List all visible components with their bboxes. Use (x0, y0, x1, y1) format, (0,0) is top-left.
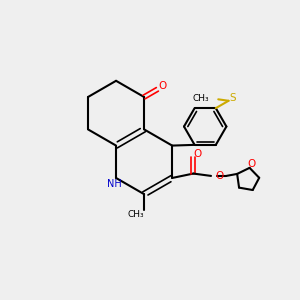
Text: O: O (158, 81, 166, 92)
Text: O: O (247, 159, 256, 169)
Text: CH₃: CH₃ (128, 210, 144, 219)
Text: CH₃: CH₃ (193, 94, 209, 103)
Text: O: O (215, 171, 224, 181)
Text: NH: NH (107, 179, 122, 190)
Text: O: O (194, 149, 202, 159)
Text: S: S (230, 93, 236, 103)
